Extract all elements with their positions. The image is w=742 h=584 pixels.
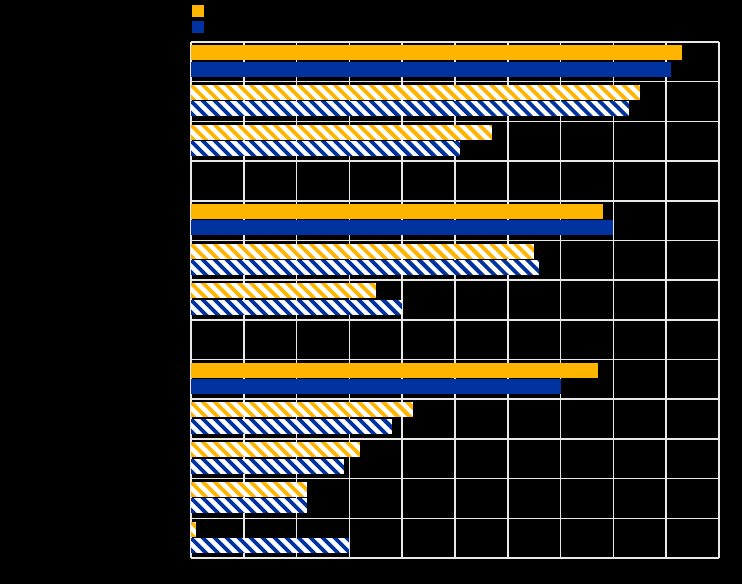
legend-swatch-series-a bbox=[192, 5, 204, 17]
bar-a-hatched bbox=[191, 283, 376, 299]
bar-b-solid bbox=[191, 220, 614, 236]
gridline-vertical bbox=[507, 42, 509, 558]
gridline-vertical bbox=[612, 42, 615, 558]
gridline-horizontal bbox=[191, 279, 719, 281]
bar-b-hatched bbox=[191, 101, 630, 117]
legend bbox=[192, 5, 232, 35]
gridline-horizontal bbox=[191, 120, 719, 123]
bar-b-solid bbox=[191, 379, 561, 395]
gridline-horizontal bbox=[191, 239, 719, 242]
legend-swatch-series-b bbox=[192, 21, 204, 33]
bar-b-hatched bbox=[191, 260, 540, 276]
gridline-horizontal bbox=[191, 160, 719, 162]
bar-b-hatched bbox=[191, 498, 308, 514]
gridline-horizontal bbox=[191, 80, 719, 83]
gridline-horizontal bbox=[191, 200, 719, 202]
bar-b-solid bbox=[191, 61, 672, 77]
plot-area bbox=[190, 41, 720, 559]
bar-b-hatched bbox=[191, 141, 461, 157]
bar-a-solid bbox=[191, 45, 683, 61]
bar-b-hatched bbox=[191, 538, 350, 553]
bar-a-hatched bbox=[191, 84, 640, 100]
bar-a-hatched bbox=[191, 481, 308, 497]
gridline-horizontal bbox=[191, 398, 719, 400]
gridline-horizontal bbox=[191, 358, 719, 361]
bar-b-hatched bbox=[191, 458, 345, 474]
gridline-horizontal bbox=[191, 438, 719, 440]
bar-a-hatched bbox=[191, 402, 413, 418]
bar-a-hatched bbox=[191, 124, 492, 140]
bar-a-solid bbox=[191, 362, 598, 378]
gridline-horizontal bbox=[191, 319, 719, 321]
plot-bottom-border bbox=[191, 557, 719, 559]
gridline-horizontal bbox=[191, 517, 719, 520]
gridline-horizontal bbox=[191, 477, 719, 480]
plot-right-border bbox=[718, 42, 720, 558]
bar-a-hatched bbox=[191, 243, 535, 259]
bar-a-hatched bbox=[191, 521, 197, 537]
gridline-vertical bbox=[559, 42, 562, 558]
bar-a-hatched bbox=[191, 442, 360, 458]
gridline-vertical bbox=[665, 42, 667, 558]
bar-a-solid bbox=[191, 203, 603, 219]
gridline-vertical bbox=[454, 42, 456, 558]
bar-b-hatched bbox=[191, 299, 403, 315]
gridline-vertical bbox=[401, 42, 403, 558]
plot-top-border bbox=[191, 41, 719, 43]
bar-b-hatched bbox=[191, 418, 392, 434]
